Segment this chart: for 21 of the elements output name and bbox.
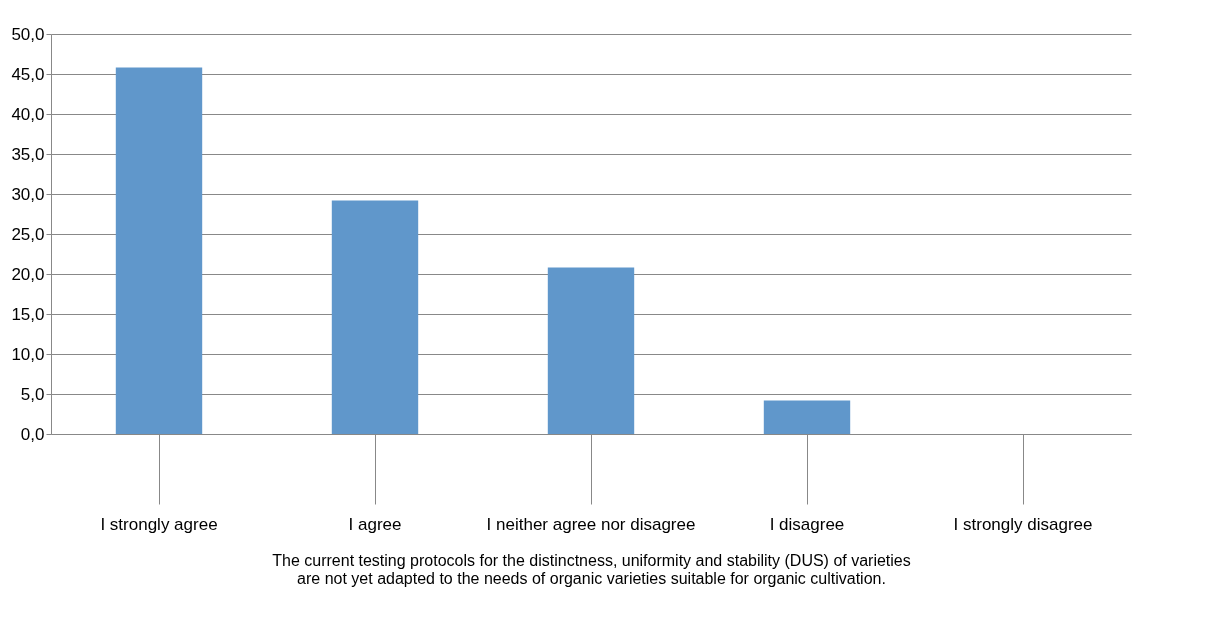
y-tick-label: 50,0 (11, 24, 45, 44)
bar (115, 67, 203, 434)
x-tick-label: I neither agree nor disagree (486, 514, 696, 534)
y-tick-label: 45,0 (11, 64, 45, 84)
y-tick-label: 35,0 (11, 144, 45, 164)
bar (763, 400, 851, 434)
y-tick-label: 5,0 (20, 384, 45, 404)
x-tick-label: I disagree (769, 514, 845, 534)
x-tick-label: I strongly disagree (953, 514, 1093, 534)
x-tick-label: I strongly agree (100, 514, 218, 534)
y-tick-label: 25,0 (11, 224, 45, 244)
y-tick-label: 15,0 (11, 304, 45, 324)
x-tick-label: I agree (348, 514, 402, 534)
y-tick-label: 40,0 (11, 104, 45, 124)
y-tick-label: 20,0 (11, 264, 45, 284)
y-tick-label: 10,0 (11, 344, 45, 364)
y-tick-label: 30,0 (11, 184, 45, 204)
bar (547, 267, 635, 434)
y-tick-label: 0,0 (20, 424, 45, 444)
x-axis-title: The current testing protocols for the distinctness, uniformity and stability (DUS) of varieties are not yet adapted to the needs of organic varieties suitable for organic cultivation. (272, 551, 911, 587)
bar (331, 200, 419, 434)
